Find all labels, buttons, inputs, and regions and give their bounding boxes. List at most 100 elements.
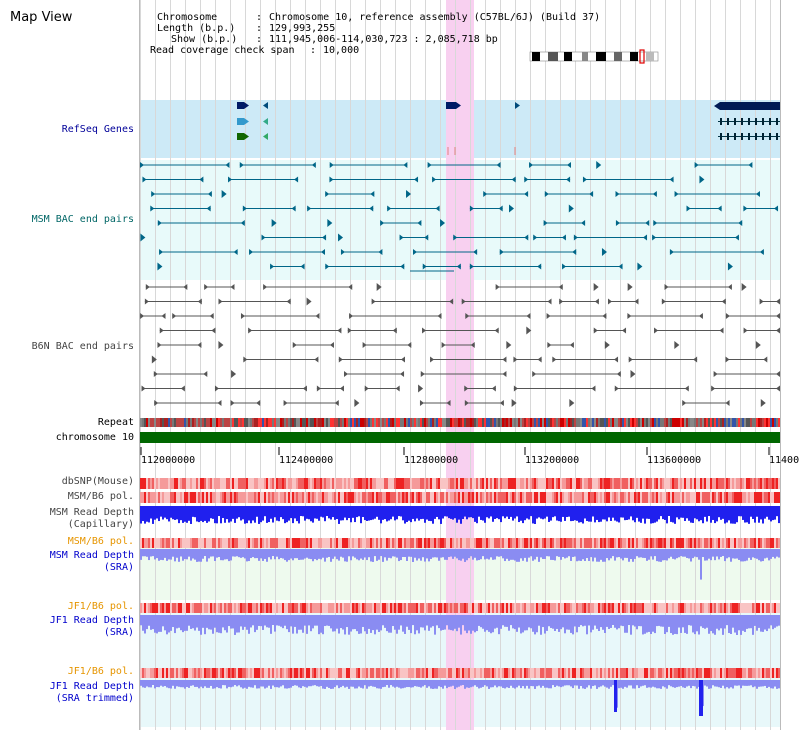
- msm-sra-depth-bar: [778, 549, 780, 558]
- msm-capillary-depth-bar: [682, 506, 684, 518]
- track-label-dbsnp[interactable]: dbSNP(Mouse): [61, 476, 134, 487]
- jf1-b6-pol-heat-cell: [552, 603, 554, 613]
- jf1-b6-pol-heat-cell: [390, 603, 392, 613]
- dbsnp-heat-cell: [714, 478, 716, 489]
- msm-capillary-depth-bar: [330, 506, 332, 520]
- jf1-trimmed-depth-bar: [370, 680, 372, 686]
- repeat-segment: [740, 418, 742, 427]
- jf1-trimmed-depth-bar: [658, 680, 660, 689]
- repeat-segment: [414, 418, 416, 427]
- msm-b6-pol2-heat-cell: [376, 538, 378, 548]
- msm-b6-pol2-heat-cell: [400, 538, 402, 548]
- jf1-trimmed-depth-bar: [654, 680, 656, 688]
- repeat-segment: [582, 418, 584, 427]
- msm-capillary-depth-bar: [142, 506, 144, 522]
- dbsnp-heat-cell: [196, 478, 198, 489]
- dbsnp-heat-cell: [702, 478, 704, 489]
- track-label-b6n-bac[interactable]: B6N BAC end pairs: [31, 341, 134, 352]
- msm-capillary-depth-bar: [454, 506, 456, 519]
- jf1-sra-depth-bar: [488, 615, 490, 632]
- track-label-jf1-b6-pol[interactable]: JF1/B6 pol.: [67, 601, 134, 612]
- msm-bac-pair-end: [400, 263, 405, 270]
- msm-b6-pol2-heat-cell: [212, 538, 214, 548]
- msm-sra-depth-bar: [602, 549, 604, 562]
- gene-arrow: [263, 118, 268, 125]
- track-label-msm-b6-pol[interactable]: MSM/B6 pol.: [67, 491, 134, 502]
- jf1-b6-pol2-heat-cell: [532, 668, 534, 678]
- jf1-b6-pol-heat-cell: [716, 603, 718, 613]
- track-label-jf1-b6-pol-2[interactable]: JF1/B6 pol.: [67, 666, 134, 677]
- msm-capillary-depth-bar: [262, 506, 264, 521]
- jf1-sra-depth-bar: [566, 615, 568, 630]
- msm-sra-depth-bar: [658, 549, 660, 562]
- repeat-segment: [726, 418, 728, 427]
- msm-capillary-depth-bar: [678, 506, 680, 520]
- msm-b6-pol-heat-cell: [162, 492, 164, 503]
- jf1-b6-pol2-heat-cell: [646, 668, 648, 678]
- msm-capillary-depth-bar: [496, 506, 498, 519]
- msm-sra-depth-bar: [666, 549, 668, 561]
- repeat-segment: [464, 418, 466, 427]
- repeat-segment: [596, 418, 598, 427]
- msm-b6-pol2-heat-cell: [672, 538, 674, 548]
- gene-exon: [720, 118, 722, 125]
- jf1-trimmed-depth-bar: [526, 680, 528, 686]
- msm-b6-pol2-heat-cell: [592, 538, 594, 548]
- jf1-trimmed-depth-bar: [396, 680, 398, 687]
- dbsnp-heat-cell: [510, 478, 512, 489]
- jf1-trimmed-depth-bar: [768, 680, 770, 687]
- track-label-refseq[interactable]: RefSeq Genes: [61, 124, 134, 135]
- jf1-sra-depth-bar: [318, 615, 320, 635]
- track-label-msm-b6-pol-2[interactable]: MSM/B6 pol.: [67, 536, 134, 547]
- repeat-segment: [652, 418, 654, 427]
- dbsnp-heat-cell: [552, 478, 554, 489]
- repeat-segment: [576, 418, 578, 427]
- msm-capillary-depth-bar: [460, 506, 462, 524]
- jf1-b6-pol2-heat-cell: [558, 668, 560, 678]
- msm-b6-pol2-heat-cell: [382, 538, 384, 548]
- repeat-segment: [186, 418, 188, 427]
- msm-b6-pol2-heat-cell: [702, 538, 704, 548]
- track-label-jf1-depth-sra[interactable]: JF1 Read Depth: [49, 615, 134, 626]
- repeat-segment: [368, 418, 370, 427]
- msm-b6-pol2-heat-cell: [652, 538, 654, 548]
- jf1-b6-pol2-heat-cell: [314, 668, 316, 678]
- msm-sra-depth-bar: [464, 549, 466, 562]
- dbsnp-heat-cell: [690, 478, 692, 489]
- track-label-jf1-depth-trimmed[interactable]: JF1 Read Depth: [49, 681, 134, 692]
- track-label-msm-depth-capillary[interactable]: MSM Read Depth: [49, 507, 134, 518]
- b6n-bac-pair-end: [616, 371, 621, 377]
- jf1-b6-pol-heat-cell: [150, 603, 152, 613]
- msm-sra-depth-bar: [334, 549, 336, 557]
- msm-b6-pol-heat-cell: [650, 492, 652, 503]
- msm-b6-pol-heat-cell: [144, 492, 146, 503]
- jf1-trimmed-depth-bar: [730, 680, 732, 688]
- dbsnp-heat-cell: [524, 478, 526, 489]
- gene-arrow: [244, 102, 249, 109]
- msm-b6-pol2-heat-cell: [500, 538, 502, 548]
- msm-capillary-depth-bar: [636, 506, 638, 518]
- repeat-segment: [598, 418, 600, 427]
- jf1-sra-depth-bar: [542, 615, 544, 628]
- track-label-repeat[interactable]: Repeat: [97, 417, 134, 428]
- dbsnp-heat-cell: [152, 478, 154, 489]
- dbsnp-heat-cell: [606, 478, 608, 489]
- jf1-trimmed-depth-bar: [638, 680, 640, 689]
- jf1-sra-depth-bar: [526, 615, 528, 631]
- msm-bac-pair-end: [157, 220, 162, 226]
- track-label-chromosome[interactable]: chromosome 10: [55, 432, 134, 443]
- track-label-msm-depth-sra[interactable]: MSM Read Depth: [49, 550, 134, 561]
- msm-capillary-depth-bar: [344, 506, 346, 518]
- jf1-b6-pol-heat-cell: [602, 603, 604, 613]
- chromosome-sep: :: [256, 12, 263, 23]
- jf1-b6-pol-heat-cell: [634, 603, 636, 613]
- track-label-msm-bac[interactable]: MSM BAC end pairs: [31, 214, 134, 225]
- msm-capillary-depth-bar: [184, 506, 186, 522]
- dbsnp-heat-cell: [744, 478, 746, 489]
- msm-capillary-depth-bar: [686, 506, 688, 519]
- msm-b6-pol2-heat-cell: [168, 538, 170, 548]
- msm-sra-depth-bar: [424, 549, 426, 562]
- msm-bac-pair-end: [270, 263, 275, 270]
- dbsnp-heat-cell: [476, 478, 478, 489]
